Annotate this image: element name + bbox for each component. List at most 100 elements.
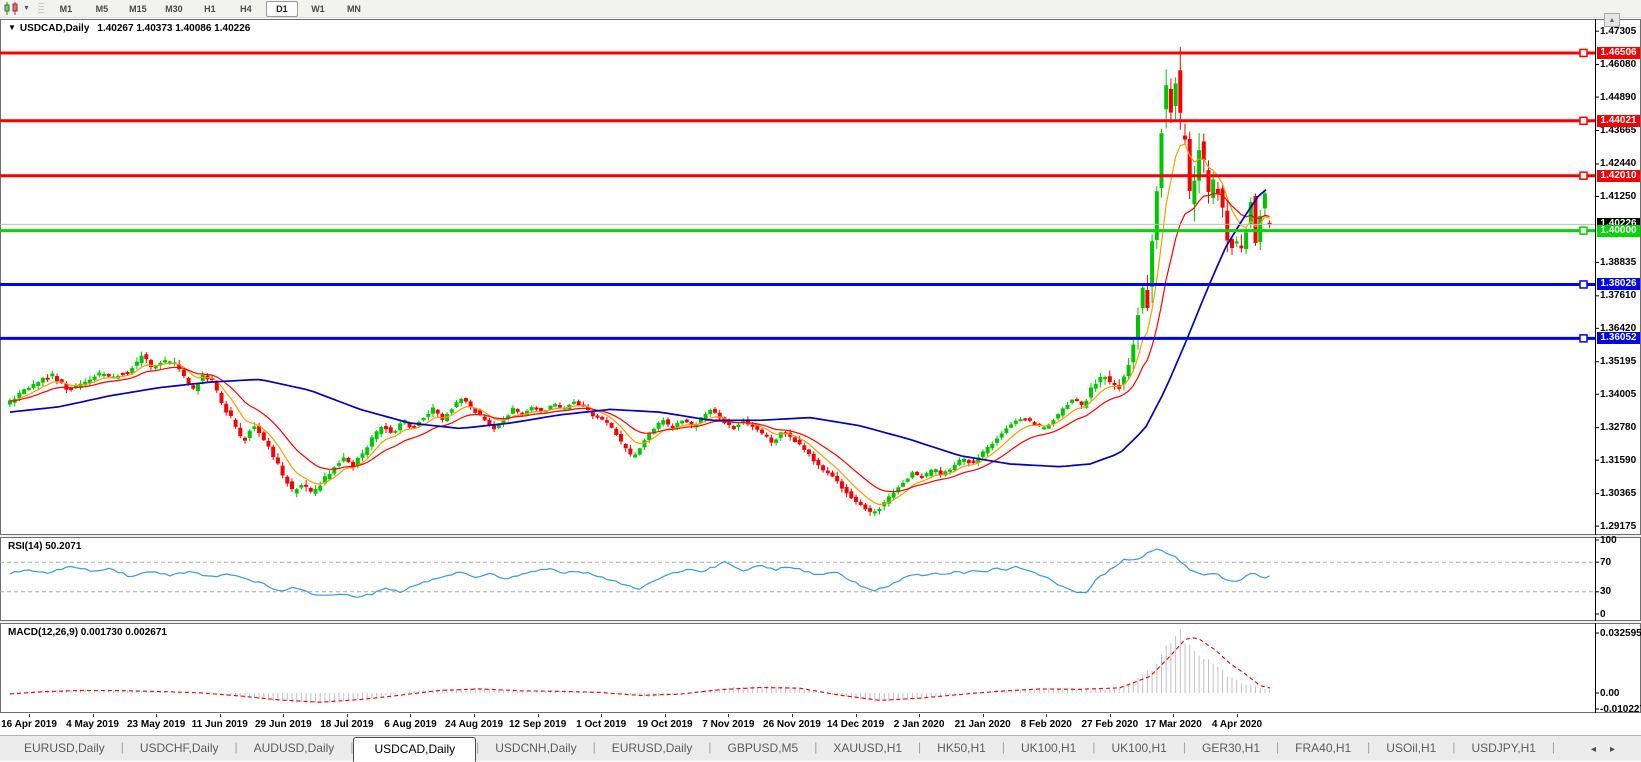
date-tick-mark — [29, 714, 30, 717]
tab-scroll-right-icon[interactable]: ▸ — [1609, 744, 1629, 755]
toolbar-grip — [37, 2, 44, 15]
date-axis[interactable]: 16 Apr 2019 4 May 2019 23 May 2019 11 Jun 2… — [0, 714, 1641, 735]
level-price-label[interactable]: 1.38026 — [1597, 278, 1640, 291]
chart-tab-uk100-h1[interactable]: UK100,H1 — [1111, 741, 1167, 755]
chart-tab-hk50-h1[interactable]: HK50,H1 — [937, 741, 986, 755]
price-tick-label: 1.42440 — [1600, 158, 1637, 170]
timeframe-button-w1[interactable]: W1 — [311, 3, 325, 14]
date-tick-mark — [982, 714, 984, 717]
price-tick-label: 1.34005 — [1600, 388, 1637, 400]
macd-panel-border — [0, 623, 1641, 713]
level-price-label[interactable]: 1.40000 — [1597, 224, 1640, 237]
tab-separator: | — [1367, 740, 1371, 754]
chart-tab-eurusd-daily[interactable]: EURUSD,Daily — [611, 741, 693, 755]
timeframe-button-m15[interactable]: M15 — [129, 3, 147, 14]
chart-tab-ger30-h1[interactable]: GER30,H1 — [1201, 741, 1261, 755]
level-line-handle[interactable] — [1579, 116, 1588, 126]
tab-scroll-left-icon[interactable]: ◂ — [1590, 744, 1610, 755]
chart-tab-audusd-daily[interactable]: AUDUSD,Daily — [253, 741, 335, 755]
date-tick-label: 19 Oct 2019 — [636, 719, 693, 730]
date-tick-label: 18 Jul 2019 — [320, 719, 374, 730]
timeframe-button-h4[interactable]: H4 — [240, 3, 252, 14]
tab-separator: | — [814, 740, 818, 754]
date-tick-label: 26 Nov 2019 — [763, 719, 821, 730]
ma-slow-line[interactable] — [9, 188, 1267, 468]
level-line-handle[interactable] — [1579, 48, 1588, 58]
ma-fast-line[interactable] — [9, 143, 1270, 506]
date-tick-mark — [1237, 714, 1238, 717]
level-price-label[interactable]: 1.42010 — [1597, 169, 1640, 182]
date-tick-label: 11 Jun 2019 — [191, 719, 248, 730]
ohlc-values: 1.40267 1.40373 1.40086 1.40226 — [97, 23, 251, 34]
timeframe-button-m1[interactable]: M1 — [59, 3, 73, 14]
macd-tick-label: -0.010227 — [1600, 703, 1641, 715]
chart-tab-usdcad-daily[interactable]: USDCAD,Daily — [353, 737, 477, 762]
level-line-handle[interactable] — [1579, 280, 1588, 289]
chart-tab-xauusd-h1[interactable]: XAUUSD,H1 — [833, 741, 903, 755]
level-price-label[interactable]: 1.44021 — [1597, 114, 1640, 127]
timeframe-button-h1[interactable]: H1 — [204, 3, 216, 14]
rsi-panel-border — [0, 537, 1641, 621]
price-tick-label: 1.44890 — [1600, 91, 1637, 103]
scroll-up-button[interactable]: ▲ — [1604, 13, 1620, 27]
price-tick-label: 1.31590 — [1600, 454, 1637, 466]
date-tick-label: 7 Nov 2019 — [702, 719, 755, 730]
date-tick-label: 29 Jun 2019 — [254, 719, 312, 730]
level-line-handle[interactable] — [1579, 334, 1588, 343]
timeframe-button-mn[interactable]: MN — [346, 3, 361, 14]
chart-tab-gbpusd-m5[interactable]: GBPUSD,M5 — [727, 741, 799, 755]
date-tick-mark — [919, 714, 921, 717]
level-line-handle[interactable] — [1579, 171, 1588, 180]
level-price-label[interactable]: 1.46506 — [1597, 46, 1640, 59]
tab-separator: | — [1092, 740, 1096, 754]
chart-tab-usoil-h1[interactable]: USOil,H1 — [1386, 741, 1437, 755]
date-tick-mark — [537, 714, 539, 717]
chart-tab-usdjpy-h1[interactable]: USDJPY,H1 — [1471, 741, 1536, 755]
price-tick-label: 1.46080 — [1600, 59, 1637, 71]
price-tick-label: 1.37610 — [1600, 290, 1637, 302]
level-line-handle[interactable] — [1579, 226, 1588, 235]
chart-tab-fra40-h1[interactable]: FRA40,H1 — [1295, 741, 1352, 755]
tab-separator: | — [1001, 740, 1005, 754]
date-tick-mark — [791, 714, 793, 717]
chart-tab-uk100-h1[interactable]: UK100,H1 — [1020, 741, 1077, 755]
timeframe-button-group: M1 M5 M15 M30 H1 H4 D1 W1 MN — [50, 0, 374, 17]
date-tick-label: 17 Mar 2020 — [1145, 719, 1202, 730]
timeframe-button-d1[interactable]: D1 — [265, 0, 298, 17]
date-tick-mark — [855, 714, 857, 717]
chevron-down-icon: ▼ — [23, 5, 30, 12]
rsi-tick-label: 30 — [1600, 586, 1612, 598]
chart-tab-usdchf-daily[interactable]: USDCHF,Daily — [139, 741, 219, 755]
date-tick-label: 14 Dec 2019 — [826, 719, 885, 730]
price-panel-border — [0, 19, 1641, 535]
macd-panel[interactable] — [0, 623, 1641, 713]
rsi-tick-label: 100 — [1600, 534, 1617, 546]
date-tick-label: 4 May 2019 — [66, 719, 119, 730]
tab-separator: | — [708, 740, 712, 754]
panel-splitter[interactable] — [0, 621, 1641, 623]
date-tick-label: 1 Oct 2019 — [576, 719, 627, 730]
date-tick-mark — [1173, 714, 1175, 717]
tab-separator: | — [120, 740, 124, 754]
chart-tab-usdcnh-daily[interactable]: USDCNH,Daily — [495, 741, 577, 755]
panel-splitter[interactable] — [0, 535, 1641, 537]
timeframe-button-m30[interactable]: M30 — [165, 3, 183, 14]
level-price-label[interactable]: 1.36052 — [1597, 332, 1640, 345]
price-tick-label: 1.30365 — [1600, 488, 1637, 500]
timeframe-button-m5[interactable]: M5 — [95, 3, 109, 14]
price-chart-panel[interactable] — [0, 19, 1641, 535]
date-tick-mark — [346, 714, 348, 717]
tab-separator: | — [1551, 740, 1556, 754]
tab-separator: | — [1182, 740, 1186, 754]
rsi-panel[interactable] — [0, 537, 1641, 621]
chart-tab-eurusd-daily[interactable]: EURUSD,Daily — [24, 741, 105, 755]
macd-label: MACD(12,26,9) 0.001730 0.002671 — [8, 627, 167, 638]
ma-medium-line[interactable] — [9, 193, 1270, 493]
date-tick-label: 4 Apr 2020 — [1211, 719, 1263, 730]
chart-type-button[interactable]: ▼ — [3, 2, 30, 15]
date-tick-label: 21 Jan 2020 — [954, 719, 1011, 730]
candlestick-chart-icon — [4, 2, 18, 15]
date-tick-label: 27 Feb 2020 — [1081, 719, 1139, 730]
tab-scroll-controls: ◂▸ — [1591, 744, 1629, 755]
tab-separator: | — [350, 740, 354, 754]
